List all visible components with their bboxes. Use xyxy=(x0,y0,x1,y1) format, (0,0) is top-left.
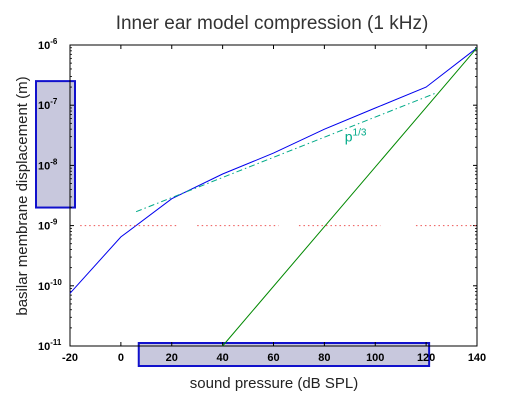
x-axis-highlight-box xyxy=(137,342,431,367)
x-tick-label: 100 xyxy=(366,352,384,364)
chart-title: Inner ear model compression (1 kHz) xyxy=(116,13,429,34)
x-tick-label: 80 xyxy=(318,352,330,364)
x-tick-label: 120 xyxy=(417,352,435,364)
x-tick-label: 20 xyxy=(166,352,178,364)
y-tick-label: 10-7 xyxy=(38,97,58,112)
y-tick-label: 10-10 xyxy=(38,278,62,293)
x-tick-label: 40 xyxy=(217,352,229,364)
y-axis-highlight-box xyxy=(35,80,76,209)
y-tick-label: 10-8 xyxy=(38,157,58,172)
series-line-2 xyxy=(222,47,478,347)
y-tick-label: 10-11 xyxy=(38,338,62,353)
x-tick-label: 60 xyxy=(267,352,279,364)
series-lines xyxy=(69,47,478,347)
x-tick-label: -20 xyxy=(62,352,78,364)
axis-ticks: -20 0 20 40 60 80 100 120 140 10-11 10-10 10-9 10-8 1… xyxy=(38,37,486,364)
plot-area xyxy=(69,44,478,347)
series-line-0 xyxy=(69,47,478,294)
y-tick-label: 10-9 xyxy=(38,218,58,233)
annotations: p1/3 xyxy=(345,127,367,144)
x-tick-label: 0 xyxy=(118,352,124,364)
x-tick-label: 140 xyxy=(468,352,486,364)
x-axis-label: sound pressure (dB SPL) xyxy=(190,375,358,392)
highlight-boxes xyxy=(35,80,431,367)
y-tick-label: 10-6 xyxy=(38,37,58,52)
power-law-annotation: p1/3 xyxy=(345,127,367,144)
y-axis-label: basilar membrane displacement (m) xyxy=(14,76,31,315)
